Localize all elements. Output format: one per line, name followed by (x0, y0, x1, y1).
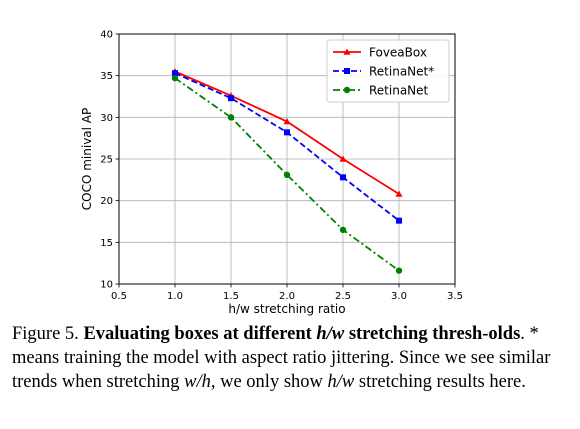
caption-bold-title: Evaluating boxes at different h/w stretc… (83, 324, 521, 344)
data-point (340, 174, 346, 181)
x-tick-label: 1.5 (223, 291, 239, 302)
data-point (339, 226, 347, 234)
y-tick-label: 10 (100, 280, 113, 291)
x-tick-label: 2.5 (335, 291, 351, 302)
y-tick-label: 20 (100, 196, 113, 207)
legend-label: FoveaBox (369, 46, 427, 60)
data-point (284, 129, 290, 136)
data-point (171, 74, 179, 82)
data-point (395, 267, 403, 274)
legend-marker (343, 48, 351, 55)
legend-item: RetinaNet* (333, 65, 434, 79)
data-point (228, 95, 234, 102)
axis-ticks: 0.5 1.0 1.5 2.0 2.5 3.0 3.5 10 15 20 25 30 35 40 (100, 30, 463, 303)
line-chart: 0.5 1.0 1.5 2.0 2.5 3.0 3.5 10 15 20 25 30 35 40 h/w … (80, 30, 463, 317)
x-tick-label: 1.0 (167, 291, 183, 302)
data-point (339, 155, 347, 162)
legend-label: RetinaNet* (369, 65, 434, 79)
y-tick-label: 40 (100, 30, 113, 41)
y-tick-label: 35 (100, 71, 113, 82)
series (171, 68, 403, 274)
y-tick-label: 25 (100, 155, 113, 166)
legend-box (326, 39, 450, 103)
series-line (174, 77, 400, 272)
legend-marker (344, 68, 350, 74)
caption-text: . * means training the model with aspect… (12, 324, 551, 392)
caption-figure-label: Figure 5. (12, 324, 79, 344)
caption-math-wh: w/h (184, 372, 211, 392)
figure-caption: Figure 5. Evaluating boxes at different … (12, 324, 551, 392)
legend-label: RetinaNet (369, 84, 429, 98)
y-tick-label: 15 (100, 238, 113, 249)
x-tick-label: 3.0 (391, 291, 407, 302)
y-axis-label: COCO minival AP (80, 108, 94, 210)
series-retinanet- (172, 70, 402, 224)
x-tick-label: 2.0 (279, 291, 295, 302)
data-point (283, 118, 291, 125)
legend-item: FoveaBox (333, 46, 427, 60)
series-retinanet (171, 74, 403, 274)
legend-marker (343, 86, 351, 94)
x-axis-label: h/w stretching ratio (228, 302, 345, 316)
data-point (283, 171, 291, 179)
data-point (396, 217, 402, 224)
data-point (172, 70, 178, 77)
x-tick-label: 0.5 (111, 291, 127, 302)
x-tick-label: 3.5 (447, 291, 463, 302)
caption-math-hw: h/w (327, 372, 355, 392)
y-tick-label: 30 (100, 113, 113, 124)
legend: FoveaBox RetinaNet* RetinaNet (326, 39, 450, 103)
legend-item: RetinaNet (333, 84, 429, 98)
data-point (227, 114, 235, 121)
data-point (395, 190, 403, 197)
